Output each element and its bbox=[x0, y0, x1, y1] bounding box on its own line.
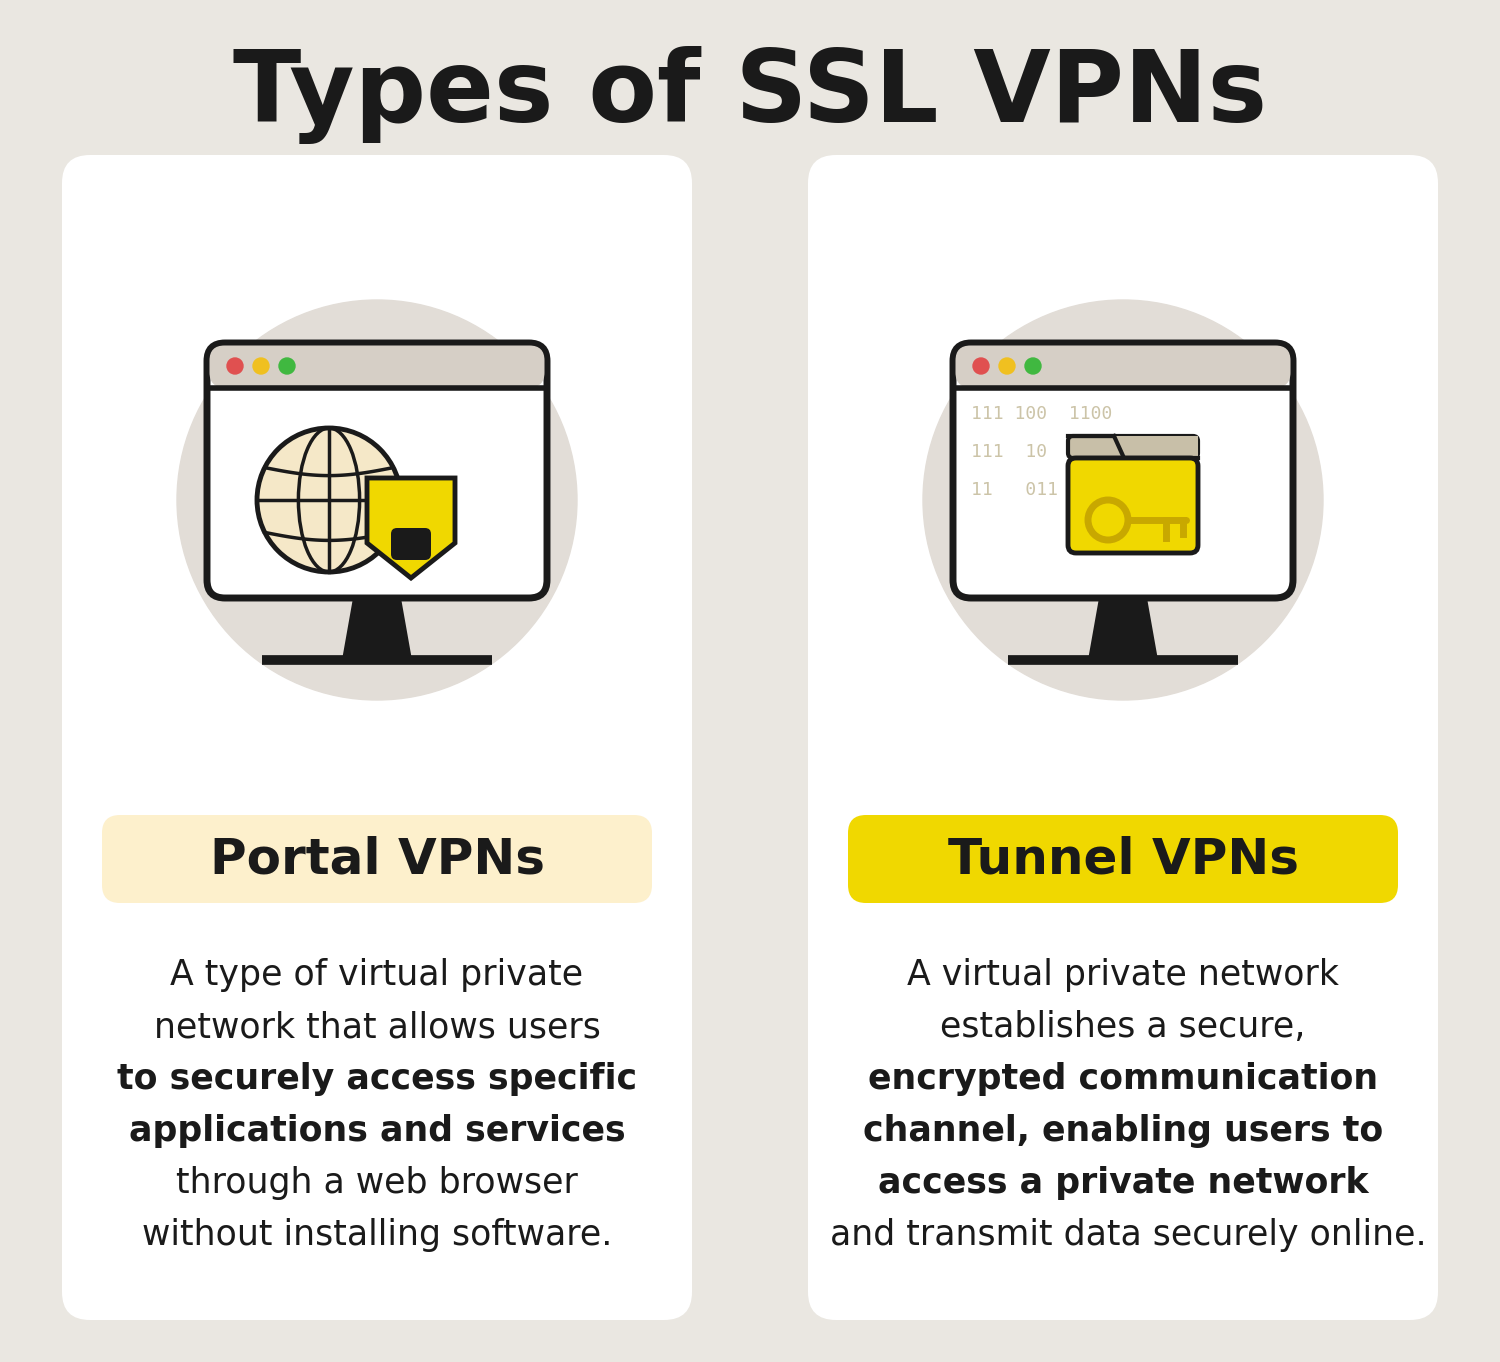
FancyBboxPatch shape bbox=[102, 814, 652, 903]
Text: through a web browser: through a web browser bbox=[176, 1166, 578, 1200]
Circle shape bbox=[177, 300, 578, 700]
Polygon shape bbox=[368, 478, 454, 577]
FancyBboxPatch shape bbox=[1068, 458, 1198, 553]
FancyBboxPatch shape bbox=[952, 343, 1293, 598]
Text: to securely access specific: to securely access specific bbox=[117, 1062, 638, 1096]
Circle shape bbox=[254, 358, 268, 375]
Circle shape bbox=[279, 358, 296, 375]
Text: 111 100  1100: 111 100 1100 bbox=[970, 405, 1113, 424]
Text: applications and services: applications and services bbox=[129, 1114, 626, 1148]
Circle shape bbox=[226, 358, 243, 375]
FancyBboxPatch shape bbox=[1068, 436, 1198, 458]
FancyBboxPatch shape bbox=[808, 155, 1438, 1320]
FancyBboxPatch shape bbox=[956, 346, 1290, 388]
Text: and transmit data securely online.: and transmit data securely online. bbox=[819, 1218, 1426, 1252]
Polygon shape bbox=[1088, 598, 1158, 661]
Text: Tunnel VPNs: Tunnel VPNs bbox=[948, 835, 1299, 883]
Text: network that allows users: network that allows users bbox=[153, 1011, 600, 1045]
FancyBboxPatch shape bbox=[62, 155, 692, 1320]
Circle shape bbox=[974, 358, 988, 375]
Text: without installing software.: without installing software. bbox=[142, 1218, 612, 1252]
Circle shape bbox=[256, 428, 400, 572]
Circle shape bbox=[922, 300, 1323, 700]
Circle shape bbox=[1024, 358, 1041, 375]
Text: 11   011  110: 11 011 110 bbox=[970, 481, 1113, 498]
Text: Types of SSL VPNs: Types of SSL VPNs bbox=[232, 46, 1268, 144]
Polygon shape bbox=[1068, 436, 1198, 458]
Text: access a private network: access a private network bbox=[878, 1166, 1368, 1200]
Text: channel, enabling users to: channel, enabling users to bbox=[862, 1114, 1383, 1148]
Polygon shape bbox=[342, 598, 412, 661]
Text: A type of virtual private: A type of virtual private bbox=[171, 957, 584, 992]
Text: A virtual private network: A virtual private network bbox=[908, 957, 1340, 992]
Text: establishes a secure,: establishes a secure, bbox=[940, 1011, 1305, 1045]
FancyBboxPatch shape bbox=[207, 343, 548, 598]
Text: encrypted communication: encrypted communication bbox=[868, 1062, 1378, 1096]
FancyBboxPatch shape bbox=[392, 528, 430, 560]
Text: 111  10   101: 111 10 101 bbox=[970, 443, 1113, 460]
FancyBboxPatch shape bbox=[847, 814, 1398, 903]
Circle shape bbox=[999, 358, 1016, 375]
FancyBboxPatch shape bbox=[210, 346, 544, 388]
Text: Portal VPNs: Portal VPNs bbox=[210, 835, 544, 883]
